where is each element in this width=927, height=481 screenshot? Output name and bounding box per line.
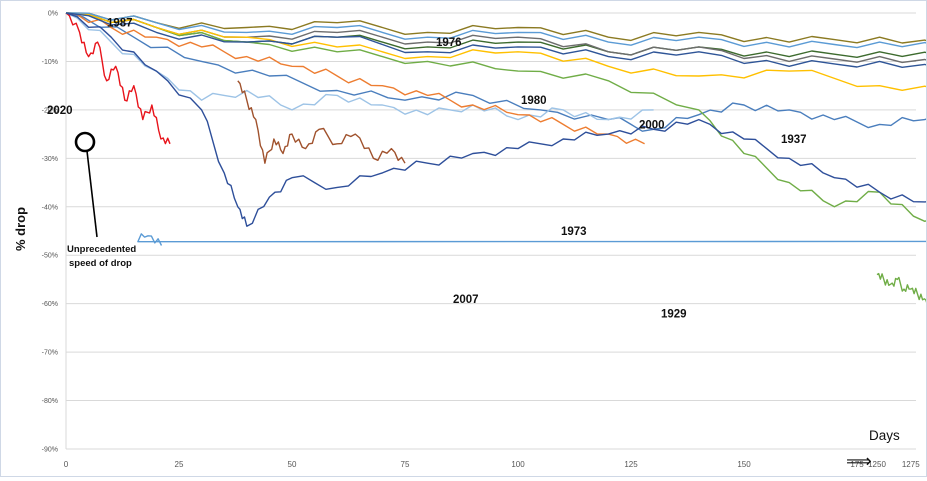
x-tick-label: 75 bbox=[401, 460, 410, 469]
series-lines bbox=[65, 12, 927, 306]
x-tick-label: 1250 bbox=[868, 460, 886, 469]
y-tick-label: -10% bbox=[42, 59, 58, 66]
series-line-1987 bbox=[237, 80, 406, 164]
x-tick-label: 100 bbox=[511, 460, 525, 469]
series-line-1976 bbox=[65, 12, 927, 44]
y-tick-label: -50% bbox=[42, 253, 58, 260]
series-label-1980: 1980 bbox=[521, 95, 547, 107]
series-line-unlabeled bbox=[65, 12, 927, 132]
y-tick-label: -60% bbox=[42, 301, 58, 308]
x-tick-labels: 0255075100125150175200225250275300325350… bbox=[64, 460, 920, 469]
series-label-2000: 2000 bbox=[639, 119, 665, 131]
series-line-1973 bbox=[65, 12, 927, 69]
x-tick-label: 1275 bbox=[902, 460, 920, 469]
series-line-1937 bbox=[876, 272, 927, 306]
y-tick-label: -30% bbox=[42, 156, 58, 163]
x-tick-label: 150 bbox=[737, 460, 751, 469]
series-line-1980 bbox=[65, 12, 927, 64]
y-tick-label: -90% bbox=[42, 447, 58, 454]
series-line-1929 bbox=[65, 12, 927, 227]
series-label-1929: 1929 bbox=[661, 308, 687, 320]
series-line-unlabeled bbox=[65, 12, 645, 145]
series-line-1937 bbox=[65, 12, 927, 223]
annotation-circle bbox=[74, 131, 96, 153]
series-labels: 2020 1987 1976 1980 1973 2000 1937 2007 1929 bbox=[47, 18, 807, 321]
series-label-1987: 1987 bbox=[107, 18, 133, 30]
gridlines bbox=[65, 12, 916, 450]
y-tick-label: -70% bbox=[42, 350, 58, 357]
annotation: Unprecedented speed of drop bbox=[67, 131, 136, 269]
series-line-unlabeled bbox=[65, 12, 927, 58]
y-tick-label: -40% bbox=[42, 204, 58, 211]
series-line-2020 bbox=[65, 12, 171, 145]
series-label-2020: 2020 bbox=[47, 105, 73, 117]
x-tick-label: 50 bbox=[288, 460, 297, 469]
y-tick-label: -20% bbox=[42, 107, 58, 114]
y-tick-labels: 0% -10% -20% -30% -40% -50% -60% -70% -80% -90% bbox=[42, 11, 58, 454]
y-axis-label: % drop bbox=[13, 207, 28, 251]
series-line-2000 bbox=[65, 12, 927, 246]
y-tick-label: -80% bbox=[42, 398, 58, 405]
x-tick-label: 25 bbox=[175, 460, 184, 469]
x-tick-label: 175 bbox=[850, 460, 864, 469]
series-line-unlabeled bbox=[65, 12, 654, 121]
annotation-text-line2: speed of drop bbox=[69, 258, 132, 269]
series-label-1976: 1976 bbox=[436, 37, 462, 49]
x-axis-label: Days bbox=[869, 428, 900, 443]
axis-break-arrow: ⟹ bbox=[846, 451, 872, 471]
y-tick-label: 0% bbox=[48, 11, 58, 18]
series-label-1937: 1937 bbox=[781, 134, 807, 146]
x-tick-label: 0 bbox=[64, 460, 69, 469]
series-label-1973: 1973 bbox=[561, 226, 587, 238]
x-tick-label: 125 bbox=[624, 460, 638, 469]
series-label-2007: 2007 bbox=[453, 294, 479, 306]
series-line-2007 bbox=[65, 12, 927, 92]
annotation-pointer bbox=[86, 150, 98, 238]
annotation-text-line1: Unprecedented bbox=[67, 244, 136, 255]
